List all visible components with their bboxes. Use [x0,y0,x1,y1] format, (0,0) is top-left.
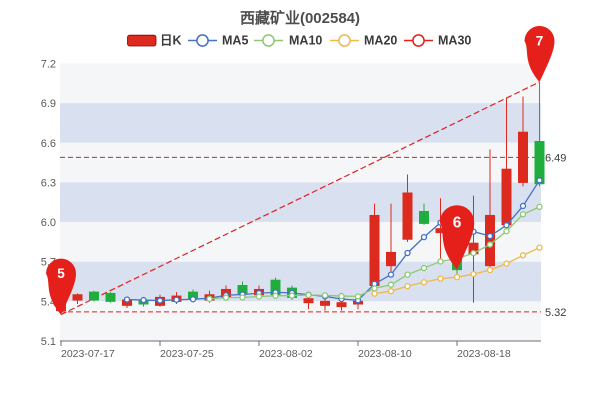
svg-text:2023-08-18: 2023-08-18 [457,348,511,360]
svg-text:7: 7 [536,33,544,48]
svg-text:日K: 日K [160,34,182,48]
svg-text:5.32: 5.32 [545,307,566,319]
svg-text:2023-07-25: 2023-07-25 [160,348,214,360]
svg-text:6.6: 6.6 [41,138,56,150]
svg-text:5: 5 [57,266,65,281]
svg-text:2023-08-10: 2023-08-10 [358,348,412,360]
svg-text:5.1: 5.1 [41,336,56,348]
svg-text:6.3: 6.3 [41,177,56,189]
svg-text:6.9: 6.9 [41,98,56,110]
svg-text:6.0: 6.0 [41,217,56,229]
svg-text:MA30: MA30 [438,34,471,48]
svg-text:MA10: MA10 [289,34,322,48]
svg-text:2023-07-17: 2023-07-17 [61,348,115,360]
svg-text:MA20: MA20 [364,34,397,48]
svg-text:6: 6 [453,214,462,231]
svg-text:MA5: MA5 [222,34,248,48]
svg-text:7.2: 7.2 [41,59,56,71]
svg-text:6.49: 6.49 [545,152,566,164]
svg-text:2023-08-02: 2023-08-02 [259,348,313,360]
